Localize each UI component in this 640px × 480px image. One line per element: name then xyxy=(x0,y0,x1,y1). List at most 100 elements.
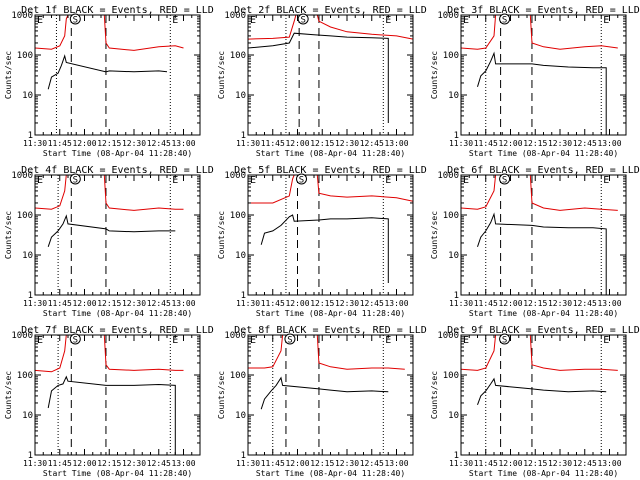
panel-det-9: Det 9f BLACK = Events, RED = LLD 1 10 100 10… xyxy=(430,325,640,478)
y-tick-label: 1000 xyxy=(224,11,246,21)
marker-s: S xyxy=(300,16,305,26)
x-tick-label: 12:00 xyxy=(285,139,309,148)
x-tick-label: 12:45 xyxy=(360,139,384,148)
x-axis-label: Start Time (08-Apr-04 11:28:40) xyxy=(469,149,618,158)
x-tick-label: 11:30 xyxy=(449,139,473,148)
marker-e-right: E xyxy=(172,335,178,346)
marker-s-circle xyxy=(499,173,511,185)
x-tick-label: 12:00 xyxy=(285,459,309,468)
x-tick-label: 12:30 xyxy=(335,139,359,148)
y-tick-label: 1 xyxy=(28,451,33,461)
x-tick-label: 11:45 xyxy=(261,459,285,468)
x-tick-label: 12:30 xyxy=(122,459,146,468)
series-events xyxy=(47,54,168,90)
y-tick-label: 10 xyxy=(448,411,459,421)
panel-det-1: Det 1f BLACK = Events, RED = LLD 1 10 100 10… xyxy=(4,5,214,158)
x-axis-label: Start Time (08-Apr-04 11:28:40) xyxy=(469,469,618,478)
x-tick-label: 12:30 xyxy=(122,139,146,148)
x-tick-label: 11:45 xyxy=(474,459,498,468)
x-tick-label: 12:45 xyxy=(147,459,171,468)
panel-title: Det 1f BLACK = Events, RED = LLD xyxy=(21,5,214,16)
marker-s-circle xyxy=(69,13,81,25)
x-tick-label: 12:30 xyxy=(548,459,572,468)
marker-s: S xyxy=(502,336,507,346)
x-tick-label: 12:45 xyxy=(360,299,384,308)
x-tick-label: 13:00 xyxy=(171,459,195,468)
marker-e-right: E xyxy=(603,15,609,26)
y-axis-label: Counts/sec xyxy=(4,211,13,259)
marker-s-circle xyxy=(69,333,81,345)
x-tick-label: 11:30 xyxy=(236,459,260,468)
marker-e-left: E xyxy=(250,335,256,346)
x-tick-label: 11:30 xyxy=(449,459,473,468)
x-tick-label: 11:45 xyxy=(474,299,498,308)
panel-title: Det 9f BLACK = Events, RED = LLD xyxy=(447,325,640,336)
panel-det-8: Det 8f BLACK = Events, RED = LLD 1 10 100 10… xyxy=(217,325,427,478)
panel-det-4: Det 4f BLACK = Events, RED = LLD 1 10 100 10… xyxy=(4,165,214,318)
marker-s-circle xyxy=(284,333,296,345)
y-axis-label: Counts/sec xyxy=(430,371,439,419)
y-axis-label: Counts/sec xyxy=(430,51,439,99)
series-events xyxy=(47,214,176,247)
y-tick-label: 100 xyxy=(17,51,33,61)
x-tick-label: 12:30 xyxy=(335,299,359,308)
series-events xyxy=(477,377,607,405)
y-tick-label: 1000 xyxy=(11,331,33,341)
marker-s-circle xyxy=(499,13,511,25)
x-tick-label: 12:15 xyxy=(310,299,334,308)
x-axis-label: Start Time (08-Apr-04 11:28:40) xyxy=(43,309,192,318)
marker-e-right: E xyxy=(603,335,609,346)
plot-frame xyxy=(34,174,201,296)
x-axis-label: Start Time (08-Apr-04 11:28:40) xyxy=(43,149,192,158)
x-tick-label: 12:00 xyxy=(72,299,96,308)
x-tick-label: 12:00 xyxy=(72,139,96,148)
y-tick-label: 10 xyxy=(235,91,246,101)
y-tick-label: 100 xyxy=(443,51,459,61)
x-tick-label: 12:30 xyxy=(122,299,146,308)
y-axis-label: Counts/sec xyxy=(217,371,226,419)
x-tick-label: 13:00 xyxy=(171,299,195,308)
x-tick-label: 12:00 xyxy=(498,299,522,308)
marker-s: S xyxy=(287,336,292,346)
x-tick-label: 11:45 xyxy=(48,459,72,468)
x-tick-label: 12:00 xyxy=(72,459,96,468)
y-tick-label: 1000 xyxy=(437,331,459,341)
series-lld xyxy=(34,174,184,211)
y-tick-label: 10 xyxy=(448,91,459,101)
y-tick-label: 1 xyxy=(454,131,459,141)
y-tick-label: 1000 xyxy=(437,11,459,21)
panel-det-3: Det 3f BLACK = Events, RED = LLD 1 10 100 10… xyxy=(430,5,640,158)
y-tick-label: 100 xyxy=(230,51,246,61)
series-events xyxy=(477,51,607,135)
x-tick-label: 12:15 xyxy=(310,139,334,148)
panel-det-6: Det 6f BLACK = Events, RED = LLD 1 10 100 10… xyxy=(430,165,640,318)
series-lld xyxy=(460,174,618,211)
series-lld xyxy=(34,334,184,373)
plot-frame xyxy=(34,14,201,136)
marker-s: S xyxy=(73,16,78,26)
x-axis-label: Start Time (08-Apr-04 11:28:40) xyxy=(256,309,405,318)
y-tick-label: 1 xyxy=(454,451,459,461)
x-tick-label: 11:30 xyxy=(236,299,260,308)
x-tick-label: 12:45 xyxy=(147,299,171,308)
x-tick-label: 11:30 xyxy=(23,299,47,308)
y-tick-label: 1 xyxy=(241,291,246,301)
marker-e-left: E xyxy=(37,335,43,346)
y-tick-label: 10 xyxy=(235,411,246,421)
x-axis-label: Start Time (08-Apr-04 11:28:40) xyxy=(43,469,192,478)
x-tick-label: 11:45 xyxy=(261,139,285,148)
series-lld xyxy=(248,174,414,204)
y-tick-label: 1 xyxy=(241,451,246,461)
y-tick-label: 1000 xyxy=(437,171,459,181)
y-axis-label: Counts/sec xyxy=(217,211,226,259)
y-tick-label: 100 xyxy=(443,371,459,381)
marker-e-left: E xyxy=(250,175,256,186)
x-tick-label: 12:00 xyxy=(498,139,522,148)
y-tick-label: 10 xyxy=(22,91,33,101)
x-tick-label: 13:00 xyxy=(597,299,621,308)
x-tick-label: 12:45 xyxy=(573,299,597,308)
marker-e-left: E xyxy=(37,15,43,26)
series-lld xyxy=(247,14,414,40)
x-tick-label: 11:45 xyxy=(48,139,72,148)
